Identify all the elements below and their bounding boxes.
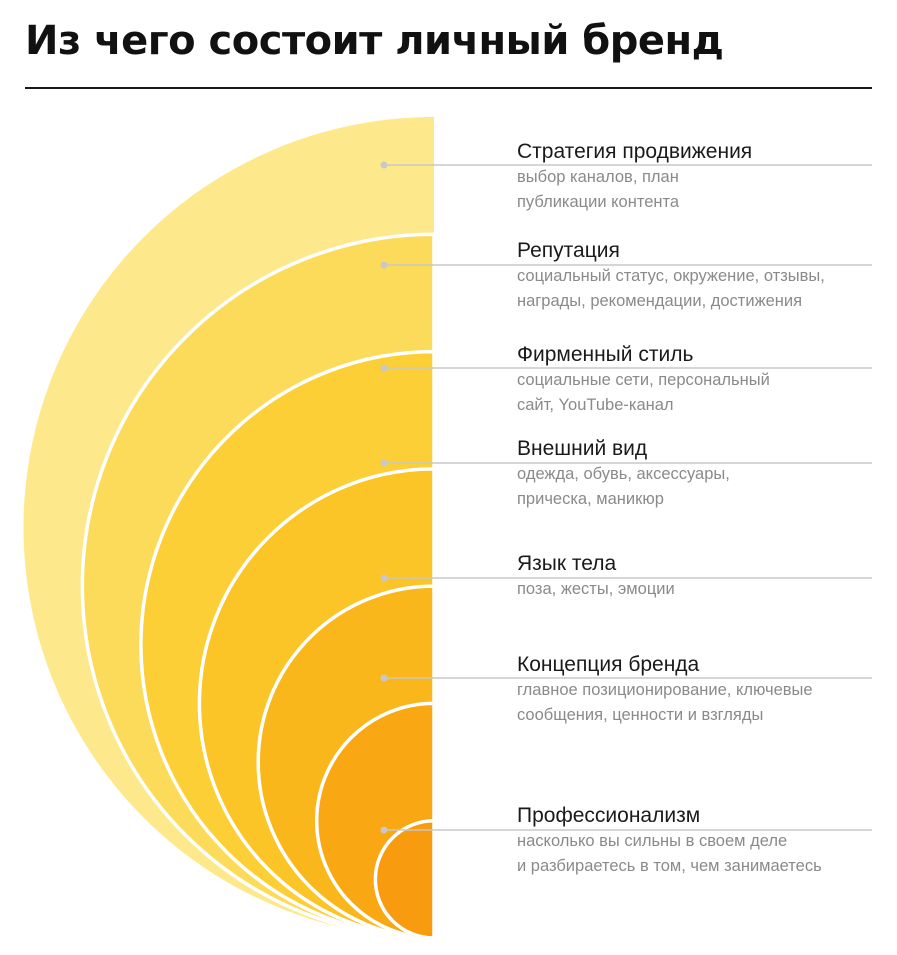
leader-dot-strategy (380, 161, 388, 169)
layer-name: Концепция бренда (517, 653, 700, 676)
layer-name: Стратегия продвижения (517, 140, 753, 163)
page-title: Из чего состоит личный бренд (25, 18, 724, 64)
layer-description: насколько вы сильны в своем деле и разби… (517, 832, 822, 875)
layer-label-reputation: Репутация социальный статус, окружение, … (517, 238, 887, 314)
leader-lines (380, 161, 872, 834)
layer-label-corporate-style: Фирменный стиль социальные сети, персона… (517, 342, 887, 418)
leader-dot-appearance (380, 459, 388, 467)
leader-dot-body-language (380, 574, 388, 582)
leader-dot-brand-concept (380, 674, 388, 682)
layer-label-strategy: Стратегия продвижения выбор каналов, пла… (517, 139, 887, 215)
title-divider (25, 87, 872, 89)
layer-arc-professionalism (373, 818, 436, 940)
leader-dot-professionalism (380, 826, 388, 834)
leader-dot-reputation (380, 261, 388, 269)
layer-name: Фирменный стиль (517, 343, 694, 366)
layer-description: одежда, обувь, аксессуары, прическа, ман… (517, 465, 730, 508)
leader-dot-corporate-style (380, 364, 388, 372)
layer-description: поза, жесты, эмоции (517, 580, 675, 598)
layer-arcs (23, 117, 436, 940)
layer-name: Профессионализм (517, 804, 701, 827)
layer-description: социальные сети, персональный сайт, YouT… (517, 371, 770, 414)
layer-name: Репутация (517, 239, 620, 262)
layer-description: выбор каналов, план публикации контента (517, 168, 680, 211)
layer-description: главное позиционирование, ключевые сообщ… (517, 681, 813, 724)
layer-name: Внешний вид (517, 437, 648, 460)
layer-description: социальный статус, окружение, отзывы, на… (517, 267, 825, 310)
layer-label-professionalism: Профессионализм насколько вы сильны в св… (517, 803, 887, 879)
layer-label-brand-concept: Концепция бренда главное позиционировани… (517, 652, 887, 728)
layer-label-body-language: Язык тела поза, жесты, эмоции (517, 551, 887, 602)
layer-label-appearance: Внешний вид одежда, обувь, аксессуары, п… (517, 436, 887, 512)
layer-name: Язык тела (517, 552, 617, 575)
